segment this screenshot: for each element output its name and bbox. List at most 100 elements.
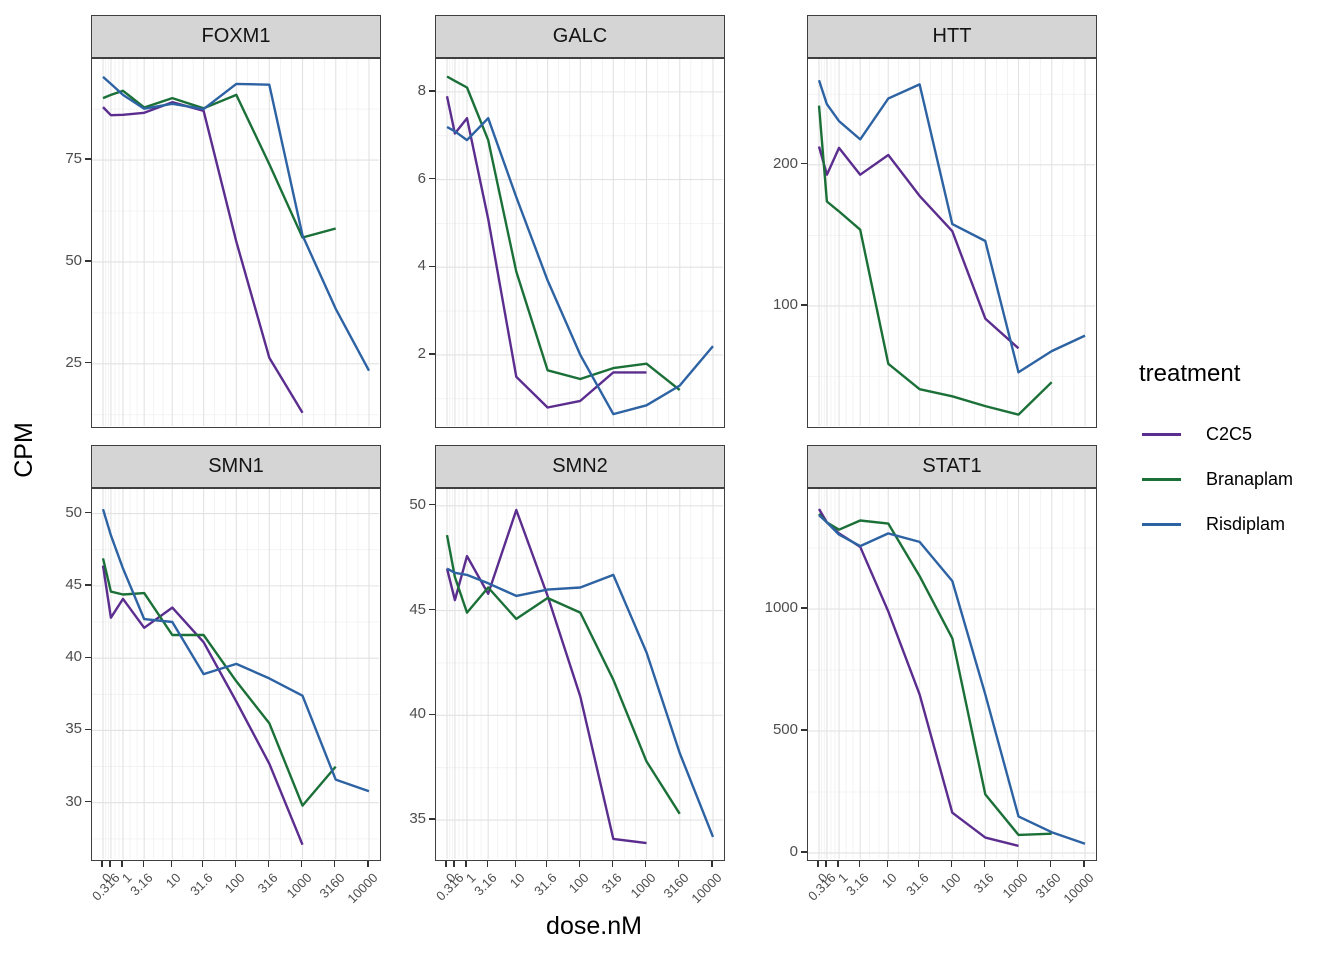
x-tick-mark <box>234 861 236 867</box>
x-tick-mark <box>711 861 713 867</box>
y-tick-mark <box>85 362 91 364</box>
y-tick-label: 2 <box>417 344 426 362</box>
y-axis-title: CPM <box>10 422 38 478</box>
facet-plot-area <box>92 59 379 426</box>
y-tick-mark <box>85 656 91 658</box>
x-tick-mark <box>142 861 144 867</box>
x-tick-mark <box>121 861 123 867</box>
y-tick-mark <box>801 607 807 609</box>
legend: treatment C2C5 Branaplam Risdiplam <box>1127 360 1337 547</box>
facet-title: SMN1 <box>208 455 264 477</box>
x-axis-title: dose.nM <box>546 912 642 940</box>
series-line-c2c5 <box>102 101 304 414</box>
x-tick-mark <box>367 861 369 867</box>
y-tick-mark <box>429 818 435 820</box>
x-tick-mark <box>445 861 447 867</box>
y-tick-label: 30 <box>65 792 82 810</box>
series-line-c2c5 <box>817 508 1019 848</box>
y-tick-label: 35 <box>65 720 82 738</box>
y-tick-label: 35 <box>409 810 426 828</box>
facet-title: GALC <box>552 25 608 47</box>
legend-entry-label: Risdiplam <box>1206 514 1286 534</box>
facet-title: STAT1 <box>922 455 982 477</box>
facet-plot-area <box>808 489 1095 859</box>
x-tick-mark <box>101 861 103 867</box>
facet-plot-area <box>436 59 723 426</box>
facet-title: SMN2 <box>552 455 608 477</box>
y-tick-mark <box>85 584 91 586</box>
x-tick-mark <box>837 861 839 867</box>
facet-panel <box>435 488 725 861</box>
x-tick-mark <box>267 861 269 867</box>
legend-entry: Branaplam <box>1127 457 1337 502</box>
x-tick-mark <box>109 861 111 867</box>
series-line-branaplam <box>818 513 1052 837</box>
facet-plot-area <box>808 59 1095 426</box>
y-tick-mark <box>429 504 435 506</box>
series-line-risdiplam <box>101 508 370 793</box>
y-tick-mark <box>429 713 435 715</box>
facet-strip: HTT <box>807 15 1097 58</box>
y-tick-label: 75 <box>65 150 82 168</box>
y-tick-mark <box>801 304 807 306</box>
y-tick-mark <box>429 608 435 611</box>
x-tick-mark <box>644 861 647 867</box>
series-line-branaplam <box>102 89 337 239</box>
legend-title: treatment <box>1139 360 1241 387</box>
y-tick-label: 50 <box>65 251 82 269</box>
series-line-risdiplam <box>102 76 371 372</box>
facet-panel <box>91 58 381 428</box>
x-tick-mark <box>858 861 860 867</box>
series-line-branaplam <box>817 105 1053 416</box>
y-tick-mark <box>429 90 435 92</box>
legend-key-line <box>1142 433 1181 436</box>
legend-entry: Risdiplam <box>1127 502 1337 547</box>
facet-strip: SMN2 <box>435 445 725 488</box>
facet-panel <box>91 488 381 861</box>
y-tick-label: 40 <box>409 705 426 723</box>
y-tick-label: 25 <box>65 353 82 371</box>
y-tick-label: 50 <box>409 495 426 513</box>
x-tick-mark <box>201 861 204 867</box>
facet-strip: SMN1 <box>91 445 381 488</box>
series-line-risdiplam <box>446 567 715 838</box>
facet-panel <box>807 488 1097 861</box>
x-tick-mark <box>334 861 336 867</box>
x-tick-mark <box>917 861 920 867</box>
series-line-risdiplam <box>818 514 1086 845</box>
y-tick-label: 500 <box>772 720 798 738</box>
y-tick-label: 40 <box>65 648 82 666</box>
series-line-branaplam <box>446 75 681 391</box>
x-tick-mark <box>1083 861 1085 867</box>
facet-title: HTT <box>932 25 972 47</box>
y-tick-label: 100 <box>772 295 798 313</box>
legend-key-line <box>1142 478 1181 481</box>
y-tick-mark <box>85 511 91 514</box>
y-tick-label: 50 <box>65 503 82 521</box>
series-line-branaplam <box>101 558 337 807</box>
facet-title: FOXM1 <box>201 25 271 47</box>
y-tick-mark <box>429 353 435 355</box>
y-tick-label: 6 <box>417 169 426 187</box>
facet-strip: FOXM1 <box>91 15 381 58</box>
x-tick-mark <box>1050 861 1052 867</box>
y-tick-mark <box>85 158 91 160</box>
y-tick-label: 8 <box>417 81 426 99</box>
legend-entry: C2C5 <box>1127 412 1337 457</box>
y-tick-mark <box>801 729 807 731</box>
x-tick-mark <box>1016 861 1019 867</box>
y-tick-label: 1000 <box>764 599 798 617</box>
x-tick-mark <box>545 861 548 867</box>
x-tick-mark <box>453 861 455 867</box>
x-tick-mark <box>678 861 680 867</box>
y-tick-label: 45 <box>409 600 426 618</box>
series-line-c2c5 <box>101 565 304 846</box>
series-line-c2c5 <box>817 146 1020 350</box>
y-tick-mark <box>85 801 91 803</box>
y-tick-label: 4 <box>417 257 426 275</box>
facet-strip: STAT1 <box>807 445 1097 488</box>
legend-entries: C2C5 Branaplam Risdiplam <box>1127 412 1337 547</box>
facet-panel <box>807 58 1097 428</box>
y-tick-label: 200 <box>772 154 798 172</box>
facet-plot-area <box>436 489 723 859</box>
